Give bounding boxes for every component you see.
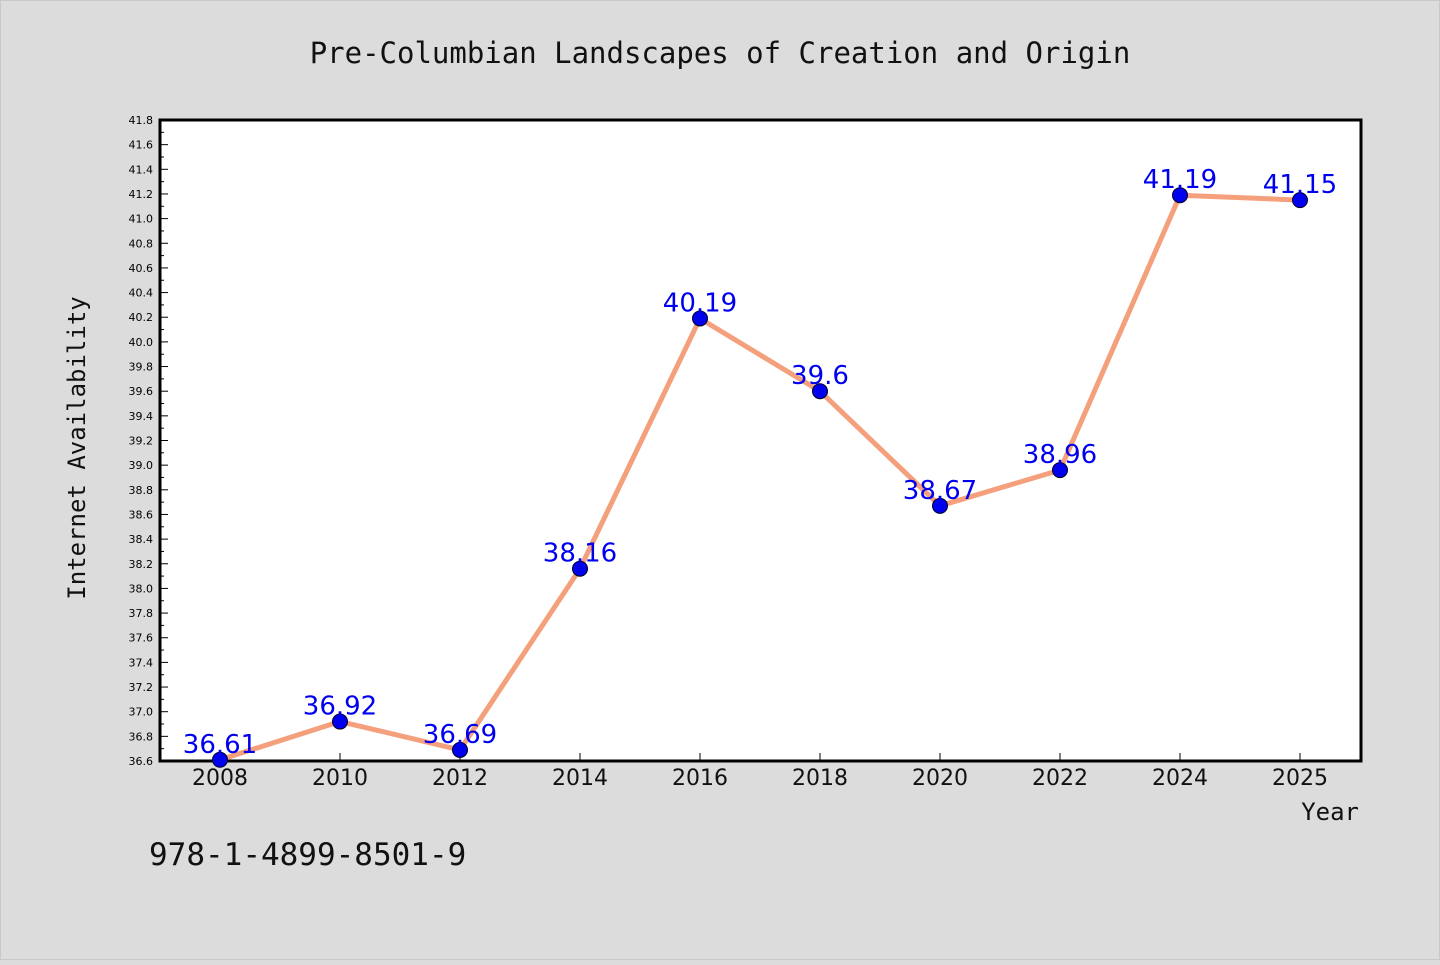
- data-label: 40.19: [663, 288, 737, 318]
- x-tick-label: 2022: [1032, 766, 1088, 791]
- plot-area: [158, 118, 1363, 763]
- data-point: [692, 310, 708, 327]
- data-point: [1292, 192, 1308, 209]
- data-label: 38.16: [543, 539, 617, 569]
- y-tick-label: 38.0: [129, 582, 154, 595]
- y-tick-label: 41.0: [129, 213, 154, 226]
- x-tick-label: 2016: [672, 766, 728, 791]
- y-tick-label: 38.2: [129, 558, 154, 571]
- y-tick-label: 38.6: [129, 508, 154, 521]
- series-line: [219, 192, 1301, 763]
- y-tick-label: 38.8: [129, 484, 154, 497]
- y-tick-label: 39.8: [129, 361, 154, 374]
- x-tick-label: 2025: [1272, 766, 1328, 791]
- data-point: [1052, 462, 1068, 479]
- data-point: [812, 383, 828, 400]
- y-tick-label: 39.4: [129, 410, 154, 423]
- data-point: [212, 751, 228, 768]
- x-tick-label: 2020: [912, 766, 968, 791]
- y-tick-label: 37.0: [129, 706, 154, 719]
- x-tick-label: 2014: [552, 766, 608, 791]
- y-tick-label: 41.8: [129, 114, 154, 127]
- data-label: 41.19: [1143, 165, 1217, 195]
- y-tick-label: 37.8: [129, 607, 154, 620]
- y-tick-label: 36.8: [129, 730, 154, 743]
- x-tick-label: 2024: [1152, 766, 1208, 791]
- y-tick-label: 40.0: [129, 336, 154, 349]
- y-tick-label: 38.4: [129, 533, 154, 546]
- x-axis-label: Year: [1301, 798, 1359, 826]
- y-tick-label: 40.6: [129, 262, 154, 275]
- x-axis-ticks: 2008 2010 2012 2014 2016 2018 2020 2022 2024 2025: [192, 753, 1328, 791]
- data-point: [572, 560, 588, 577]
- y-tick-label: 40.2: [129, 311, 154, 324]
- data-label: 36.92: [303, 692, 377, 722]
- x-tick-label: 2010: [312, 766, 368, 791]
- y-tick-label: 37.2: [129, 681, 154, 694]
- data-point: [1172, 187, 1188, 204]
- series-group: 36.61 36.92 36.69 38.16 40.19 39.6 38.67 38.96 4…: [183, 165, 1337, 768]
- chart-title: Pre-Columbian Landscapes of Creation and…: [310, 36, 1131, 70]
- y-tick-label: 39.0: [129, 459, 154, 472]
- data-point: [452, 741, 468, 758]
- data-label: 41.15: [1263, 170, 1337, 200]
- y-tick-label: 37.4: [129, 656, 154, 669]
- x-tick-label: 2018: [792, 766, 848, 791]
- data-label: 36.69: [423, 720, 497, 750]
- y-tick-label: 41.6: [129, 139, 154, 152]
- footer-code: 978-1-4899-8501-9: [149, 837, 466, 873]
- data-point: [932, 497, 948, 514]
- y-axis-ticks: 36.6 36.8 37.0 37.2 37.4 37.6 37.8 38.0 38.2 38.4…: [129, 114, 168, 768]
- data-point: [332, 713, 348, 730]
- data-label: 39.6: [791, 361, 849, 391]
- y-tick-label: 40.8: [129, 237, 154, 250]
- y-tick-label: 39.2: [129, 435, 154, 448]
- y-tick-label: 36.6: [129, 755, 154, 768]
- y-tick-label: 39.6: [129, 385, 154, 398]
- y-tick-label: 40.4: [129, 287, 154, 300]
- x-tick-label: 2008: [192, 766, 248, 791]
- x-tick-label: 2012: [432, 766, 488, 791]
- data-label: 38.96: [1023, 440, 1097, 470]
- y-tick-label: 37.6: [129, 632, 154, 645]
- y-tick-label: 41.2: [129, 188, 154, 201]
- y-axis-label: Internet Availability: [63, 296, 91, 599]
- data-label: 36.61: [183, 730, 257, 760]
- data-label: 38.67: [903, 476, 977, 506]
- y-tick-label: 41.4: [129, 163, 154, 176]
